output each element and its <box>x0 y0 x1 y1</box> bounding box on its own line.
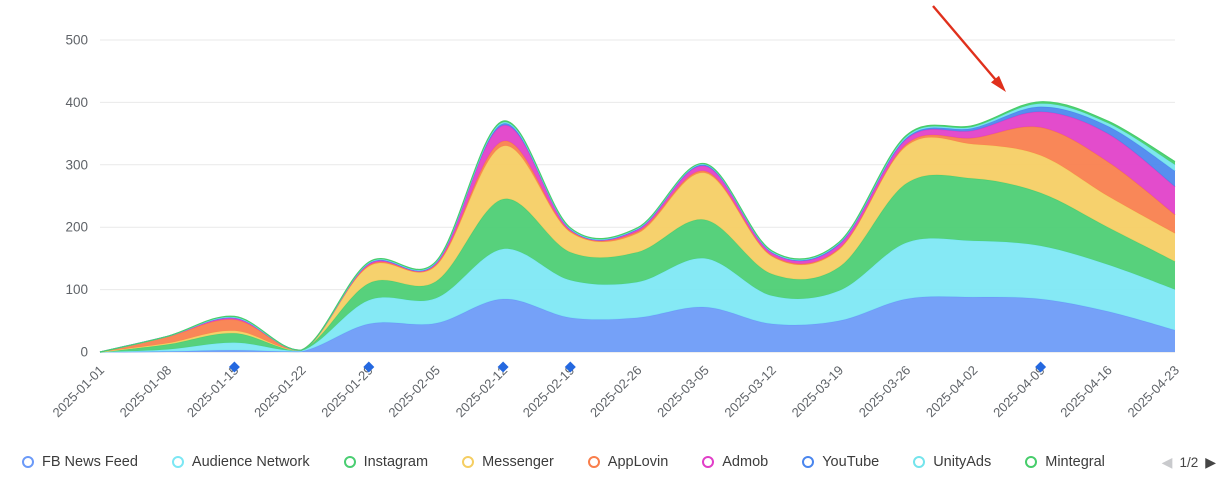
legend-item-applovin[interactable]: AppLovin <box>587 454 669 470</box>
x-axis-label: 2025-02-19 <box>520 363 578 421</box>
legend-page-indicator: 1/2 <box>1179 454 1199 470</box>
legend-item-label: Instagram <box>363 454 429 470</box>
y-axis-label: 0 <box>80 345 88 360</box>
x-axis-label: 2025-01-01 <box>49 363 107 421</box>
x-axis-label: 2025-03-12 <box>721 363 779 421</box>
area-line-mintegral <box>99 101 1176 353</box>
legend-item-label: AppLovin <box>607 454 669 470</box>
legend-items: FB News Feed Audience Network Instagram Mes… <box>22 448 1160 476</box>
axis-markers <box>228 361 1047 373</box>
legend-next-button[interactable]: ▶ <box>1205 454 1216 470</box>
x-axis-label: 2025-02-12 <box>453 363 511 421</box>
area-fb-news-feed[interactable] <box>100 296 1175 352</box>
axis-marker-diamond[interactable] <box>564 361 576 373</box>
legend-item-admob[interactable]: Admob <box>702 454 768 470</box>
axis-marker-diamond[interactable] <box>363 361 375 373</box>
x-axis-labels: 2025-01-01 2025-01-08 2025-01-15 2025-01-22… <box>49 363 1182 421</box>
legend-item-label: FB News Feed <box>42 454 138 470</box>
legend-item-unityads[interactable]: UnityAds <box>913 454 991 470</box>
area-applovin[interactable] <box>100 126 1175 352</box>
area-series <box>99 101 1176 353</box>
area-admob[interactable] <box>100 111 1175 352</box>
legend-item-label: Mintegral <box>1045 454 1105 470</box>
x-axis-label: 2025-01-08 <box>117 363 175 421</box>
legend-ring-icon <box>22 456 34 468</box>
area-audience-network[interactable] <box>100 238 1175 352</box>
legend-pager: ◀ 1/2 ▶ <box>1160 455 1216 470</box>
annotation-arrow <box>932 5 1006 92</box>
legend-item-label: UnityAds <box>933 454 992 470</box>
legend-item-label: Audience Network <box>191 454 310 470</box>
legend-item-mintegral[interactable]: Mintegral <box>1025 454 1105 470</box>
axis-marker-diamond[interactable] <box>228 361 240 373</box>
x-axis-label: 2025-04-16 <box>1057 363 1115 421</box>
legend-item-audience-network[interactable]: Audience Network <box>171 454 310 470</box>
x-axis-label: 2025-03-26 <box>856 363 914 421</box>
legend-item-youtube[interactable]: YouTube <box>802 454 879 470</box>
chart-legend: FB News Feed Audience Network Instagram Mes… <box>0 448 1228 476</box>
x-axis-label: 2025-01-22 <box>251 363 309 421</box>
legend-ring-icon <box>913 456 926 468</box>
legend-item-fb-news-feed[interactable]: FB News Feed <box>22 454 138 470</box>
legend-ring-icon <box>171 456 184 468</box>
legend-ring-icon <box>587 456 600 468</box>
x-axis-label: 2025-04-23 <box>1124 363 1182 421</box>
y-axis-label: 400 <box>65 95 88 110</box>
legend-ring-icon <box>702 456 715 468</box>
y-axis-label: 100 <box>65 282 88 297</box>
y-axis-label: 300 <box>65 157 88 172</box>
legend-ring-icon <box>462 456 475 468</box>
y-axis-label: 500 <box>65 33 88 48</box>
area-messenger[interactable] <box>100 137 1175 352</box>
legend-ring-icon <box>343 456 356 468</box>
legend-prev-button[interactable]: ◀ <box>1161 454 1173 470</box>
x-axis-label: 2025-02-26 <box>587 363 645 421</box>
legend-item-messenger[interactable]: Messenger <box>462 454 554 470</box>
x-axis-label: 2025-03-19 <box>789 363 847 421</box>
legend-item-instagram[interactable]: Instagram <box>343 454 429 470</box>
x-axis-label: 2025-01-29 <box>318 363 376 421</box>
legend-item-label: Admob <box>722 454 769 470</box>
x-axis-label: 2025-02-05 <box>385 363 443 421</box>
axis-marker-diamond[interactable] <box>1035 361 1047 373</box>
legend-ring-icon <box>1025 456 1038 468</box>
y-axis-label: 200 <box>65 220 88 235</box>
y-axis-labels: 0 100 200 300 400 500 <box>65 33 88 360</box>
x-axis-label: 2025-04-02 <box>923 363 981 421</box>
axis-marker-diamond[interactable] <box>497 361 509 373</box>
area-instagram[interactable] <box>100 174 1175 352</box>
legend-ring-icon <box>802 456 815 468</box>
x-axis-label: 2025-03-05 <box>654 363 712 421</box>
x-axis-label: 2025-04-09 <box>990 363 1048 421</box>
x-axis-label: 2025-01-15 <box>184 363 242 421</box>
legend-item-label: Messenger <box>482 454 554 470</box>
legend-item-label: YouTube <box>822 454 880 470</box>
